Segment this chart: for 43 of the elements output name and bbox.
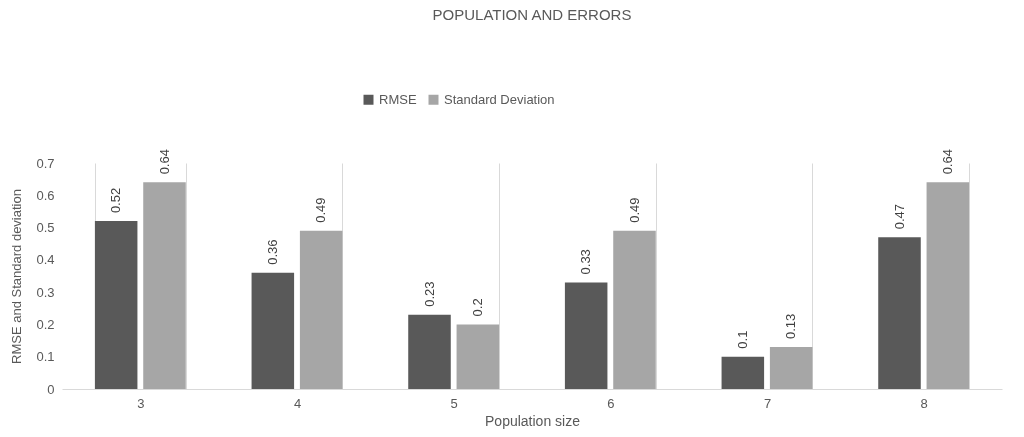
data-label: 0.33 [578, 249, 594, 275]
bar [926, 182, 970, 389]
y-tick-label: 0 [47, 381, 55, 397]
chart-title: POPULATION AND ERRORS [432, 6, 632, 23]
data-label: 0.23 [421, 281, 437, 307]
bar [564, 282, 608, 389]
data-label: 0.64 [156, 149, 172, 175]
data-label: 0.47 [891, 203, 907, 230]
data-label: 0.1 [734, 330, 750, 349]
bar [878, 237, 921, 389]
x-tick-label: 6 [607, 395, 615, 411]
bar [769, 347, 813, 389]
data-label: 0.49 [313, 197, 329, 223]
y-tick-label: 0.2 [36, 316, 55, 332]
y-tick-label: 0.5 [36, 220, 55, 236]
y-tick-label: 0.6 [36, 187, 55, 203]
x-tick-label: 8 [920, 395, 928, 411]
y-tick-label: 0.1 [36, 349, 55, 365]
data-label: 0.52 [108, 187, 124, 214]
x-tick-label: 5 [450, 395, 458, 411]
bar [251, 272, 295, 389]
data-label: 0.13 [783, 313, 799, 340]
x-tick-label: 7 [763, 395, 772, 411]
bar [299, 230, 343, 389]
bar [721, 356, 765, 389]
x-axis-title: Population size [485, 412, 581, 429]
bar [94, 221, 138, 389]
legend-label: Standard Deviation [444, 91, 555, 107]
data-label: 0.36 [264, 239, 280, 265]
bar [408, 314, 451, 389]
data-label: 0.64 [939, 149, 955, 175]
data-label: 0.49 [626, 197, 642, 223]
y-tick-label: 0.3 [36, 284, 55, 300]
x-tick-label: 3 [137, 395, 145, 411]
y-tick-label: 0.4 [36, 252, 55, 268]
y-tick-label: 0.7 [36, 155, 55, 171]
bar [613, 230, 656, 389]
bar [143, 182, 186, 389]
legend-label: RMSE [379, 91, 417, 107]
x-tick-label: 4 [293, 395, 302, 411]
data-label: 0.2 [469, 298, 485, 317]
y-axis-title: RMSE and Standard deviation [9, 189, 25, 364]
bar [456, 324, 500, 389]
